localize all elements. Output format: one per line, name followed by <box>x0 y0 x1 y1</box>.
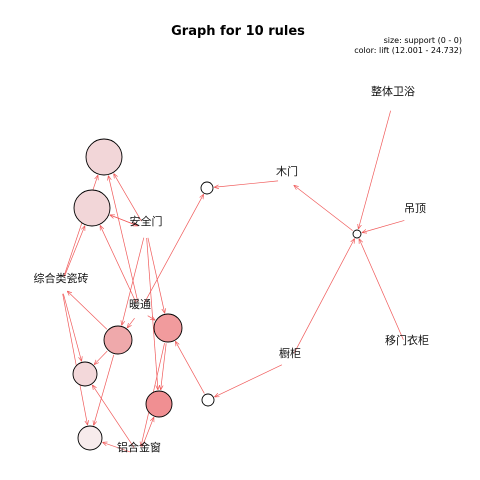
rule-node-r2[interactable] <box>73 189 111 227</box>
rule-node-r4[interactable] <box>352 229 362 239</box>
item-label-zhengti[interactable]: 整体卫浴 <box>371 84 415 98</box>
edge-r6-to-r8 <box>161 343 167 389</box>
edge-layer <box>62 110 405 453</box>
item-label-zonghe[interactable]: 综合类瓷砖 <box>34 271 89 285</box>
edge-r5-to-r10 <box>94 354 115 425</box>
edge-zonghe-to-r10 <box>62 293 88 425</box>
rule-node-layer <box>72 138 362 451</box>
edge-r9-to-r6 <box>176 342 205 394</box>
item-label-layer: 整体卫浴 木门 吊顶 安全门 综合类瓷砖 暖通 移门衣柜 橱柜 铝合金窗 <box>34 84 430 454</box>
edge-mumen-to-r3 <box>214 180 279 187</box>
item-label-chugui[interactable]: 橱柜 <box>279 346 301 360</box>
rule-node-r9[interactable] <box>201 393 215 407</box>
edge-nuantong-to-r5 <box>127 317 135 327</box>
edge-zonghe-to-r7 <box>63 293 81 361</box>
edge-anquanmen-to-r1 <box>114 174 142 222</box>
item-label-diaoding[interactable]: 吊顶 <box>404 202 426 215</box>
edge-yimen-to-r4 <box>359 239 404 340</box>
edge-zonghe-to-r2 <box>64 226 84 277</box>
edge-r5-to-zonghe <box>67 291 108 330</box>
edge-r2-to-anquanmen <box>110 214 137 226</box>
edge-nuantong-to-r1 <box>108 176 139 303</box>
edge-lvhejin-to-r10 <box>103 442 131 453</box>
item-label-mumen[interactable]: 木门 <box>276 164 298 178</box>
rule-node-r5[interactable] <box>103 325 133 355</box>
edge-nuantong-to-r2 <box>100 226 137 303</box>
rule-node-r7[interactable] <box>72 361 98 387</box>
graph-title: Graph for 10 rules <box>171 24 305 39</box>
rule-node-r3[interactable] <box>200 181 214 195</box>
edge-anquanmen-to-r6 <box>147 237 165 313</box>
item-label-lvhejin[interactable]: 铝合金窗 <box>117 440 161 454</box>
edge-zhengti-to-r4 <box>358 110 391 229</box>
edge-lvhejin-to-r8 <box>141 417 153 447</box>
edge-diaoding-to-r4 <box>362 220 405 232</box>
edge-chugui-to-r9 <box>215 364 283 397</box>
rule-node-r1[interactable] <box>85 138 123 176</box>
rule-node-r6[interactable] <box>153 313 183 343</box>
edge-r5-to-r7 <box>94 350 108 364</box>
legend-size: size: support (0 - 0) <box>384 36 462 45</box>
edge-anquanmen-to-r8 <box>146 237 158 390</box>
rule-node-r8[interactable] <box>145 390 173 418</box>
item-label-anquanmen[interactable]: 安全门 <box>130 214 163 228</box>
edge-nuantong-to-r6 <box>147 315 155 320</box>
legend-color: color: lift (12.001 - 24.732) <box>354 46 462 55</box>
edge-lvhejin-to-r7 <box>92 385 135 448</box>
rule-node-r10[interactable] <box>77 425 103 451</box>
edge-r4-to-mumen <box>294 185 353 231</box>
item-label-yimen[interactable]: 移门衣柜 <box>385 333 429 347</box>
edge-nuantong-to-r3 <box>143 195 203 304</box>
item-label-nuantong[interactable]: 暖通 <box>129 298 151 311</box>
edge-chugui-to-r4 <box>293 239 354 354</box>
